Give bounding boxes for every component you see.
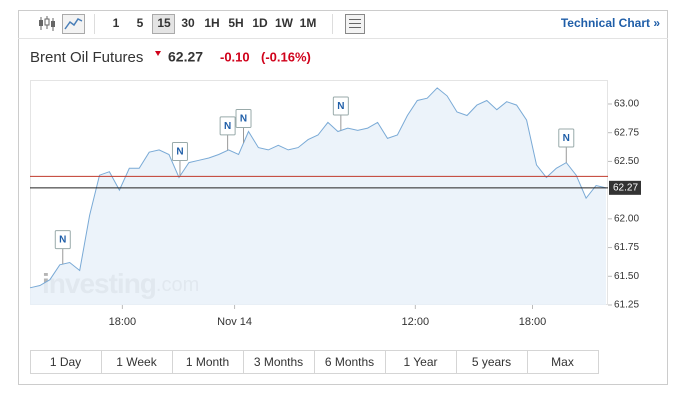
interval-button[interactable]: 1M [300,16,317,30]
price-tag [609,180,641,195]
news-marker[interactable] [235,109,252,129]
interval-button[interactable]: 5 [137,16,144,30]
range-button[interactable] [527,350,599,374]
change: -0.10 [220,49,250,64]
range-button-label[interactable]: 1 Day [50,355,81,369]
interval-button[interactable]: 1H [204,16,219,30]
news-marker[interactable] [171,141,188,161]
x-tick-label: 18:00 [109,316,137,328]
candle-icon[interactable] [39,16,55,31]
range-button-label[interactable]: 1 Month [186,355,229,369]
news-marker[interactable] [332,96,349,116]
y-tick-label: 61.25 [614,300,639,311]
technical-chart-link[interactable]: Technical Chart » [561,16,660,30]
interval-button[interactable]: 15 [157,16,171,30]
range-button-label[interactable]: 1 Week [116,355,157,369]
news-marker-label[interactable]: N [563,133,570,144]
y-tick-label: 62.00 [614,213,639,224]
price-line [29,87,607,289]
range-button-label[interactable]: 6 Months [325,355,374,369]
y-tick-label: 61.50 [614,271,639,282]
range-button-label[interactable]: Max [551,355,574,369]
table-icon[interactable] [345,14,365,34]
interval-button[interactable]: 30 [181,16,195,30]
news-marker-label[interactable]: N [224,121,231,132]
x-tick-label: 12:00 [402,316,430,328]
down-arrow [155,51,161,56]
instrument-title: Brent Oil Futures [30,49,143,66]
interval-button[interactable]: 1 [113,16,120,30]
x-tick-label: Nov 14 [217,316,252,328]
y-tick-label: 63.00 [614,99,639,110]
interval-button[interactable]: 5H [228,16,243,30]
change-percent: (-0.16%) [261,49,311,64]
price: 62.27 [168,49,203,65]
y-tick-label: 61.75 [614,242,639,253]
x-tick-label: 18:00 [519,316,547,328]
y-tick-label: 62.75 [614,127,639,138]
range-button-label[interactable]: 5 years [472,355,511,369]
interval-button[interactable]: 1D [252,16,268,30]
interval-button[interactable]: 1W [275,16,294,30]
news-marker[interactable] [54,230,71,250]
news-marker[interactable] [219,116,236,136]
price-tag-label: 62.27 [613,182,638,193]
news-marker[interactable] [558,128,575,148]
news-marker-label[interactable]: N [240,114,247,125]
y-tick-label: 62.50 [614,156,639,167]
range-button-label[interactable]: 3 Months [254,355,303,369]
news-marker-label[interactable]: N [59,235,66,246]
news-marker-label[interactable]: N [337,101,344,112]
price-area [30,87,606,306]
interval-selected [152,14,175,34]
news-marker-label[interactable]: N [176,147,183,158]
range-button-label[interactable]: 1 Year [403,355,437,369]
line-icon[interactable] [62,14,85,34]
